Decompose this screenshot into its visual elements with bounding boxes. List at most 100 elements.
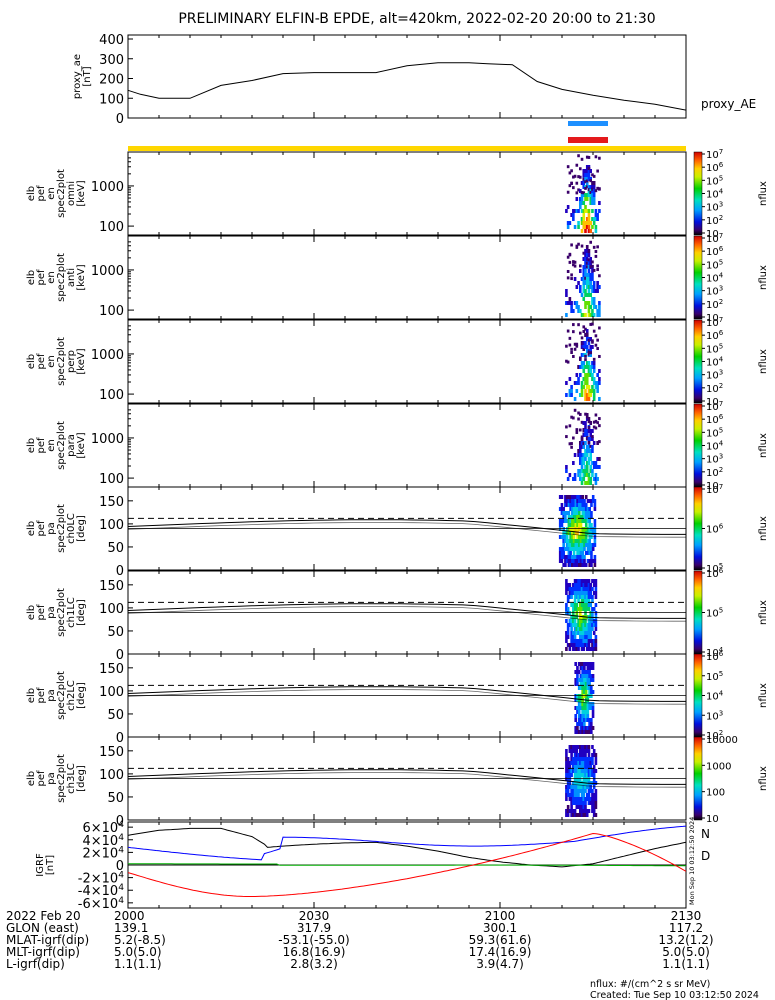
spectrogram-cell	[577, 365, 580, 369]
spectrogram-cell	[587, 229, 591, 233]
spectrogram-cell	[592, 647, 596, 651]
spectrogram-cell	[582, 257, 586, 261]
spectrogram-cell	[585, 745, 589, 749]
ylabel-line: spec2plot	[56, 337, 67, 386]
spectrogram-cell	[568, 761, 572, 765]
spectrogram-cell	[588, 702, 591, 706]
spectrogram-cell	[562, 551, 565, 555]
spectrogram-cell	[572, 354, 575, 358]
spectrogram-cell	[589, 285, 593, 289]
colorbar-tick-label: 105	[706, 426, 723, 439]
spectrogram-cell	[588, 543, 592, 547]
spectrogram-cell	[589, 179, 593, 183]
y-tick-label: 0	[116, 648, 124, 663]
spectrogram-cell	[573, 797, 577, 801]
spectrogram-cell	[577, 563, 581, 567]
spectrogram-cell	[580, 469, 584, 473]
spectrogram-cell	[585, 579, 589, 583]
spectrogram-cell	[592, 389, 596, 393]
ylabel-line: en	[46, 355, 57, 368]
spectrogram-cell	[575, 591, 579, 595]
spectrogram-cell	[578, 619, 582, 623]
ylabel-line: elb	[26, 521, 37, 536]
spectrogram-cell	[580, 353, 584, 357]
spectrogram-cell	[585, 413, 589, 417]
spectrogram-cell	[573, 209, 577, 213]
spectrogram-cell	[590, 503, 593, 507]
spectrogram-cell	[587, 797, 591, 801]
spectrogram-cell	[591, 181, 594, 185]
spectrogram-cell	[565, 313, 568, 317]
spectrogram-cell	[566, 583, 570, 587]
spectrogram-cell	[584, 765, 587, 769]
spectrogram-cell	[589, 293, 593, 297]
spectrogram-cell	[572, 789, 575, 793]
spectrogram-cell	[570, 442, 573, 446]
spectrogram-cell	[572, 186, 575, 190]
spectrogram-cell	[581, 543, 585, 547]
proxy-ae-ylabel: proxy_ae [nT]	[72, 54, 93, 99]
spectrogram-cell	[572, 436, 575, 440]
spectrogram-cell	[587, 793, 591, 797]
spectrogram-cell	[594, 419, 598, 423]
spectrogram-cell	[576, 515, 579, 519]
spectrogram-cell	[564, 511, 567, 515]
colorbar-unit: nflux	[758, 516, 769, 541]
spectrogram-cell	[570, 745, 573, 749]
spectrogram-cell	[573, 301, 577, 305]
spectrogram-cell	[594, 643, 598, 647]
spectrogram-cell	[573, 408, 577, 412]
spectrogram-cell	[570, 627, 573, 631]
spectrogram-cell	[567, 563, 571, 567]
spectrogram-cell	[584, 639, 587, 643]
spectrogram-cell	[591, 587, 594, 591]
spectrogram-cell	[589, 785, 593, 789]
spectrogram-cell	[584, 429, 587, 433]
spectrogram-cell	[578, 595, 582, 599]
spectrogram-cell	[591, 647, 594, 651]
spectrogram-cell	[585, 813, 589, 817]
spectrogram-cell	[587, 397, 591, 401]
spectrogram-cell	[567, 551, 571, 555]
spectrogram-cell	[574, 563, 578, 567]
spectrogram-cell	[584, 643, 587, 647]
spectrogram-cell	[571, 515, 574, 519]
colorbar-tick-label: 107	[706, 316, 723, 329]
spectrogram-cell	[560, 555, 564, 559]
spectrogram-cell	[573, 749, 577, 753]
spectrogram-cell	[572, 797, 575, 801]
spectrogram-cell	[591, 225, 594, 229]
spectrogram-cell	[585, 165, 589, 169]
x-tick-value: 139.1	[114, 921, 148, 935]
spectrogram-cell	[581, 499, 585, 503]
spectrogram-cell	[579, 531, 583, 535]
spectrogram-cell	[562, 563, 565, 567]
y-tick-label: 100	[99, 685, 124, 700]
spectrogram-cell	[576, 559, 579, 563]
spectrogram-cell	[572, 765, 575, 769]
spectrogram-cell	[580, 229, 584, 233]
spectrogram-cell	[575, 765, 579, 769]
spectrogram-cell	[564, 555, 567, 559]
spectrogram-cell	[594, 481, 598, 485]
spectrogram-cell	[582, 591, 586, 595]
spectrogram-cell	[579, 698, 583, 702]
spectrogram-cell	[573, 643, 577, 647]
colorbar-tick-label: 106	[706, 567, 724, 580]
spectrogram-cell	[566, 587, 570, 591]
spectrogram-cell	[587, 757, 591, 761]
spectrogram-cell	[580, 361, 584, 365]
spectrogram-cell	[577, 305, 580, 309]
spectrogram-cell	[574, 527, 578, 531]
spectrogram-cell	[566, 599, 570, 603]
spectrogram-cell	[579, 722, 583, 726]
spectrogram-cell	[589, 351, 593, 355]
spectrogram-cell	[587, 753, 591, 757]
spectrogram-cell	[585, 449, 589, 453]
spectrogram-cell	[587, 193, 591, 197]
spectrogram-cell	[584, 757, 587, 761]
spectrogram-cell	[582, 473, 586, 477]
footer-created: Created: Tue Sep 10 03:12:50 2024	[590, 990, 759, 1000]
spectrogram-cell	[581, 678, 584, 682]
spectrogram-cell	[594, 591, 598, 595]
